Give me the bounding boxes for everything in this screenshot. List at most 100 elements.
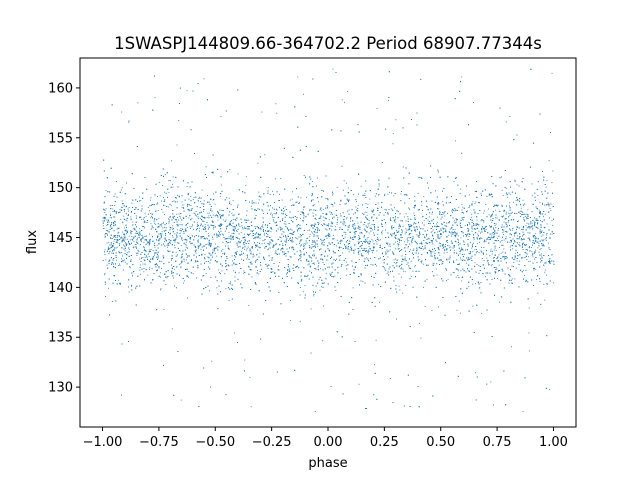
data-point bbox=[468, 236, 470, 237]
data-point bbox=[293, 248, 295, 250]
data-point bbox=[218, 211, 220, 213]
data-point bbox=[299, 294, 301, 296]
data-point bbox=[476, 264, 478, 265]
data-point bbox=[204, 258, 206, 260]
data-point bbox=[212, 249, 214, 251]
data-point bbox=[126, 233, 127, 235]
data-point bbox=[353, 235, 355, 237]
data-point bbox=[528, 261, 530, 262]
data-point bbox=[505, 217, 507, 219]
data-point bbox=[323, 242, 325, 243]
data-point bbox=[551, 233, 553, 235]
data-point bbox=[167, 243, 168, 245]
data-point bbox=[206, 217, 208, 218]
data-point bbox=[394, 221, 396, 223]
data-point bbox=[334, 275, 336, 277]
data-point bbox=[129, 267, 131, 269]
data-point bbox=[106, 242, 108, 244]
data-point bbox=[307, 264, 309, 266]
data-point bbox=[314, 411, 316, 412]
data-point bbox=[355, 227, 357, 229]
data-point bbox=[276, 112, 278, 114]
data-point bbox=[291, 246, 293, 248]
data-point bbox=[528, 256, 529, 258]
data-point bbox=[118, 279, 119, 281]
data-point bbox=[514, 181, 516, 182]
data-point bbox=[327, 266, 328, 268]
data-point bbox=[400, 276, 402, 278]
data-point bbox=[259, 252, 261, 254]
data-point bbox=[162, 211, 164, 213]
data-point bbox=[196, 225, 198, 227]
data-point bbox=[207, 233, 209, 234]
data-point bbox=[427, 229, 428, 231]
data-point bbox=[461, 209, 463, 211]
data-point bbox=[491, 253, 493, 255]
data-point bbox=[502, 195, 504, 196]
data-point bbox=[393, 276, 395, 278]
data-point bbox=[121, 252, 122, 254]
data-point bbox=[530, 247, 532, 248]
data-point bbox=[394, 258, 396, 260]
data-point bbox=[196, 277, 197, 279]
data-point bbox=[418, 252, 419, 254]
data-point bbox=[275, 208, 277, 210]
data-point bbox=[363, 250, 365, 251]
data-point bbox=[392, 143, 394, 145]
data-point bbox=[105, 208, 107, 210]
data-point bbox=[177, 217, 178, 218]
data-point bbox=[280, 178, 282, 180]
data-point bbox=[369, 198, 371, 200]
data-point bbox=[421, 243, 423, 245]
data-point bbox=[279, 193, 280, 195]
data-point bbox=[345, 245, 347, 247]
data-point bbox=[171, 328, 173, 330]
data-point bbox=[297, 265, 299, 267]
data-point bbox=[126, 238, 128, 240]
data-point bbox=[344, 221, 345, 223]
data-point bbox=[150, 213, 152, 214]
data-point bbox=[475, 223, 477, 225]
data-point bbox=[276, 252, 277, 254]
data-point bbox=[354, 236, 356, 237]
data-point bbox=[458, 300, 460, 302]
data-point bbox=[342, 189, 344, 191]
data-point bbox=[311, 195, 312, 197]
data-point bbox=[123, 215, 125, 217]
data-point bbox=[330, 222, 332, 224]
data-point bbox=[544, 269, 546, 271]
data-point bbox=[228, 236, 230, 238]
data-point bbox=[462, 217, 464, 218]
data-point bbox=[355, 206, 357, 208]
data-point bbox=[212, 238, 214, 240]
data-point bbox=[377, 233, 379, 235]
data-point bbox=[225, 288, 227, 290]
data-point bbox=[535, 233, 537, 235]
data-point bbox=[507, 221, 509, 223]
data-point bbox=[154, 218, 156, 219]
data-point bbox=[297, 210, 299, 212]
data-point bbox=[113, 240, 115, 242]
data-point bbox=[368, 249, 369, 251]
data-point bbox=[218, 269, 220, 271]
data-point bbox=[121, 200, 123, 202]
data-point bbox=[460, 225, 461, 226]
data-point bbox=[213, 234, 215, 236]
data-point bbox=[188, 271, 190, 272]
data-point bbox=[176, 236, 178, 238]
data-point bbox=[138, 251, 140, 252]
data-point bbox=[358, 383, 360, 385]
data-point bbox=[417, 193, 419, 194]
data-point bbox=[159, 181, 161, 183]
data-point bbox=[242, 227, 244, 228]
data-point bbox=[248, 219, 250, 221]
data-point bbox=[138, 234, 139, 236]
data-point bbox=[212, 252, 213, 254]
data-point bbox=[430, 250, 432, 252]
data-point bbox=[179, 263, 181, 265]
data-point bbox=[302, 243, 304, 245]
data-point bbox=[187, 209, 189, 210]
data-point bbox=[171, 201, 173, 202]
data-point bbox=[325, 250, 327, 252]
data-point bbox=[272, 190, 273, 192]
